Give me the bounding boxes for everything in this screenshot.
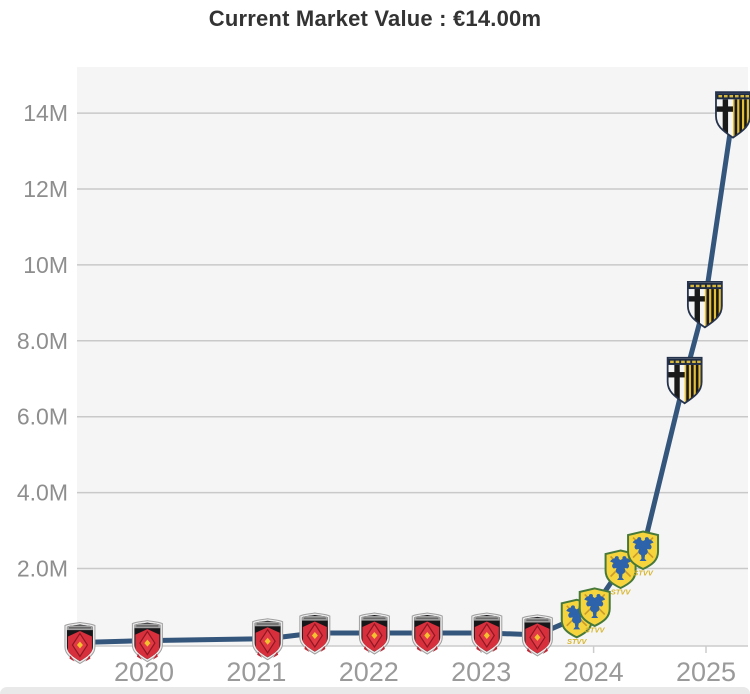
y-axis-label-4.0M: 4.0M	[17, 480, 68, 506]
data-point-10-stvv[interactable]: STVV	[578, 587, 611, 634]
data-point-4-urawa[interactable]	[299, 612, 331, 655]
data-point-11-stvv[interactable]: STVV	[604, 549, 637, 597]
stvv-crest-icon: STVV	[627, 530, 660, 578]
data-point-15-parma[interactable]	[715, 91, 750, 139]
stvv-crest-text: STVV	[611, 588, 632, 597]
data-point-5-urawa[interactable]	[358, 612, 390, 655]
y-axis-label-14M: 14M	[23, 100, 68, 126]
data-point-13-parma[interactable]	[666, 356, 704, 405]
parma-crest-icon	[666, 356, 703, 405]
stvv-crest-text: STVV	[567, 637, 588, 646]
y-axis-label-2.0M: 2.0M	[17, 556, 68, 582]
urawa-red-diamonds-crest-icon	[358, 612, 390, 655]
stvv-crest-text: STVV	[633, 569, 654, 578]
data-point-3-urawa[interactable]	[252, 618, 284, 661]
data-point-7-urawa[interactable]	[471, 612, 503, 655]
urawa-red-diamonds-crest-icon	[299, 612, 331, 655]
y-axis-label-6.0M: 6.0M	[17, 404, 68, 430]
urawa-red-diamonds-crest-icon	[252, 618, 284, 661]
y-axis-label-8.0M: 8.0M	[17, 328, 68, 354]
urawa-red-diamonds-crest-icon	[131, 620, 163, 663]
data-point-2-urawa[interactable]	[131, 620, 163, 663]
urawa-red-diamonds-crest-icon	[521, 614, 553, 657]
parma-crest-icon	[715, 91, 750, 139]
x-axis-label-2025: 2025	[676, 657, 736, 687]
bottom-divider	[0, 687, 750, 694]
y-axis-label-10M: 10M	[23, 252, 68, 278]
x-axis-label-2021: 2021	[226, 657, 286, 687]
stvv-crest-icon: STVV	[578, 587, 611, 634]
chart-title: Current Market Value : €14.00m	[208, 6, 542, 31]
data-point-6-urawa[interactable]	[411, 612, 443, 655]
data-point-8-urawa[interactable]	[521, 614, 553, 657]
urawa-red-diamonds-crest-icon	[411, 612, 443, 655]
stvv-crest-icon: STVV	[604, 549, 637, 597]
data-point-12-stvv[interactable]: STVV	[627, 530, 660, 578]
x-axis-label-2022: 2022	[339, 657, 399, 687]
x-axis-label-2023: 2023	[451, 657, 511, 687]
parma-crest-icon	[686, 280, 723, 329]
y-axis-label-12M: 12M	[23, 176, 68, 202]
urawa-red-diamonds-crest-icon	[64, 621, 96, 665]
stvv-crest-text: STVV	[585, 625, 606, 634]
data-point-1-urawa[interactable]	[64, 621, 96, 665]
data-point-14-parma[interactable]	[686, 280, 724, 329]
x-axis-label-2024: 2024	[564, 657, 624, 687]
urawa-red-diamonds-crest-icon	[471, 612, 503, 655]
x-axis-label-2020: 2020	[114, 657, 174, 687]
